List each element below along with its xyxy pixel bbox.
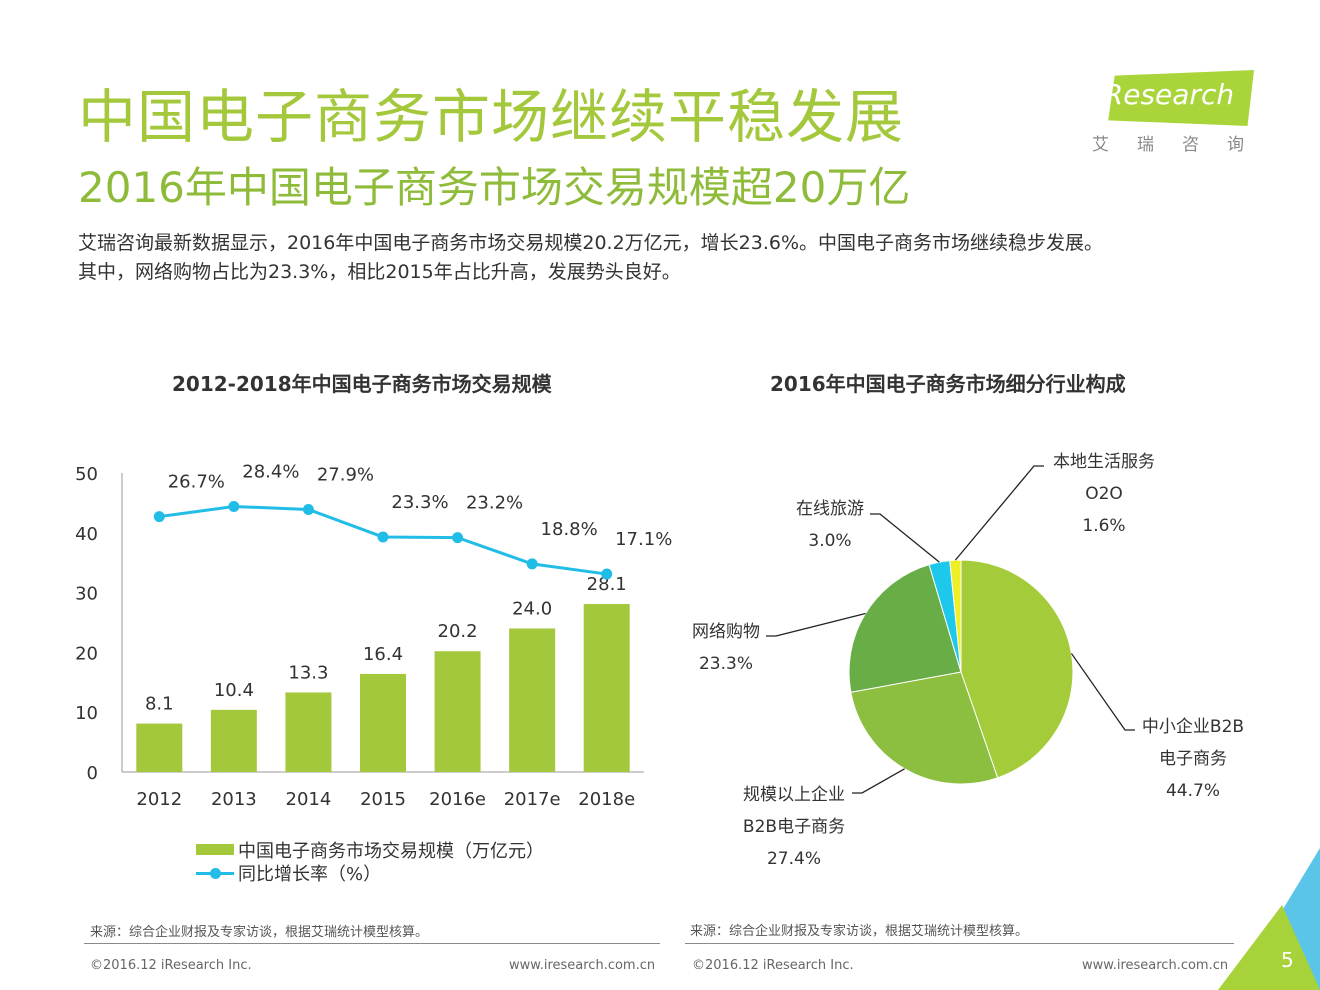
bar: [285, 692, 332, 772]
y-tick-label: 10: [75, 703, 98, 724]
bar: [583, 603, 630, 772]
pie-chart-title: 2016年中国电子商务市场细分行业构成: [770, 372, 1126, 396]
legend-line-label: 同比增长率（%）: [238, 863, 382, 885]
bar: [360, 673, 406, 772]
pie-label-name: B2B电子商务: [743, 817, 845, 837]
bar-data-label: 10.4: [214, 680, 254, 701]
y-tick-label: 40: [75, 524, 98, 545]
x-tick-label: 2012: [136, 789, 182, 810]
pie-leader-line: [954, 465, 1044, 561]
bar: [509, 628, 556, 772]
logo-subtitle: 艾瑞咨询: [1092, 135, 1272, 155]
pie-chart: 中小企业B2B 电子商务 44.7% 规模以上企业 B2B电子商务 27.4% 网络购物 23…: [692, 452, 1244, 869]
pie-label-percent: 27.4%: [767, 849, 821, 869]
growth-rate-label: 18.8%: [541, 519, 598, 540]
pie-leader-line: [852, 768, 905, 794]
growth-rate-label: 23.3%: [391, 492, 448, 513]
bar-data-label: 28.1: [587, 574, 627, 595]
pie-label-name: 电子商务: [1159, 749, 1227, 769]
x-tick-label: 2018e: [578, 789, 635, 810]
x-tick-label: 2014: [286, 789, 332, 810]
growth-rate-point: [302, 503, 314, 515]
growth-rate-label: 26.7%: [168, 472, 225, 493]
source-note-left: 来源：综合企业财报及专家访谈，根据艾瑞统计模型核算。: [90, 925, 429, 940]
growth-rate-label: 17.1%: [615, 529, 672, 550]
growth-rate-point: [228, 500, 240, 512]
bar: [434, 651, 481, 772]
growth-rate-label: 23.2%: [466, 493, 523, 514]
bar-chart-title: 2012-2018年中国电子商务市场交易规模: [172, 372, 552, 396]
source-note-right: 来源：综合企业财报及专家访谈，根据艾瑞统计模型核算。: [690, 924, 1029, 939]
y-tick-label: 30: [75, 584, 98, 605]
legend-bar-swatch: [196, 844, 234, 855]
copyright-right: ©2016.12 iResearch Inc.: [692, 958, 854, 973]
page-title: 中国电子商务市场继续平稳发展: [78, 83, 905, 151]
growth-rate-point: [377, 531, 389, 543]
bar-data-label: 13.3: [288, 662, 328, 683]
pie-label-percent: 44.7%: [1166, 781, 1220, 801]
x-tick-label: 2016e: [429, 789, 486, 810]
pie-label-name: 规模以上企业: [743, 785, 845, 805]
bar: [210, 709, 257, 772]
growth-rate-label: 27.9%: [317, 464, 374, 485]
growth-rate-label: 28.4%: [242, 461, 299, 482]
website-left[interactable]: www.iresearch.com.cn: [509, 958, 656, 973]
bar: [136, 723, 183, 772]
bar-data-label: 16.4: [363, 644, 403, 665]
pie-leader-line: [766, 612, 866, 637]
pie-label-percent: 23.3%: [699, 654, 753, 674]
logo-brand: iResearch: [1096, 78, 1235, 111]
page-number: 5: [1281, 948, 1294, 972]
page-subtitle: 2016年中国电子商务市场交易规模超20万亿: [78, 163, 911, 212]
pie-label-name: 中小企业B2B: [1142, 717, 1244, 737]
pie-label-name: O2O: [1085, 484, 1123, 504]
pie-label-name: 本地生活服务: [1053, 452, 1155, 472]
legend-bar-label: 中国电子商务市场交易规模（万亿元）: [238, 840, 544, 862]
legend-item-line: 同比增长率（%）: [196, 861, 544, 885]
website-right[interactable]: www.iresearch.com.cn: [1082, 958, 1229, 973]
pie-label-name: 网络购物: [692, 622, 760, 642]
legend-line-swatch: [196, 866, 234, 880]
bar-chart-legend: 中国电子商务市场交易规模（万亿元） 同比增长率（%）: [196, 838, 544, 885]
corner-decoration-green: [1218, 905, 1320, 990]
bar-data-label: 20.2: [438, 621, 478, 642]
divider-left: [84, 943, 660, 944]
pie-slice: [960, 559, 1074, 779]
x-tick-label: 2013: [211, 789, 257, 810]
bar-data-label: 24.0: [512, 598, 552, 619]
y-tick-label: 0: [87, 763, 98, 784]
iresearch-logo: iResearch 艾瑞咨询: [1092, 70, 1256, 155]
logo-tag-shape: [1108, 70, 1254, 126]
pie-leader-line: [870, 513, 940, 563]
description: 艾瑞咨询最新数据显示，2016年中国电子商务市场交易规模20.2万亿元，增长23…: [78, 229, 1258, 287]
description-line-1: 艾瑞咨询最新数据显示，2016年中国电子商务市场交易规模20.2万亿元，增长23…: [78, 232, 1104, 254]
legend-item-bar: 中国电子商务市场交易规模（万亿元）: [196, 838, 544, 862]
bar-chart: 0 10 20 30 40 50 8.1 2012 10.4 2013 13.3 2014 16.4 20…: [75, 461, 672, 810]
y-tick-label: 50: [75, 464, 98, 485]
x-tick-label: 2017e: [504, 789, 561, 810]
pie-slice: [848, 564, 962, 693]
pie-leader-line: [1070, 653, 1135, 731]
pie-label-percent: 1.6%: [1082, 516, 1125, 536]
pie-label-name: 在线旅游: [796, 499, 864, 519]
growth-rate-point: [526, 558, 538, 570]
growth-rate-point: [153, 511, 165, 523]
divider-right: [685, 943, 1234, 944]
bar-data-label: 8.1: [145, 694, 174, 715]
pie-label-percent: 3.0%: [808, 531, 851, 551]
copyright-left: ©2016.12 iResearch Inc.: [90, 958, 252, 973]
growth-rate-point: [601, 568, 613, 580]
growth-rate-point: [452, 532, 464, 544]
description-line-2: 其中，网络购物占比为23.3%，相比2015年占比升高，发展势头良好。: [78, 261, 681, 283]
y-tick-label: 20: [75, 643, 98, 664]
x-tick-label: 2015: [360, 789, 406, 810]
